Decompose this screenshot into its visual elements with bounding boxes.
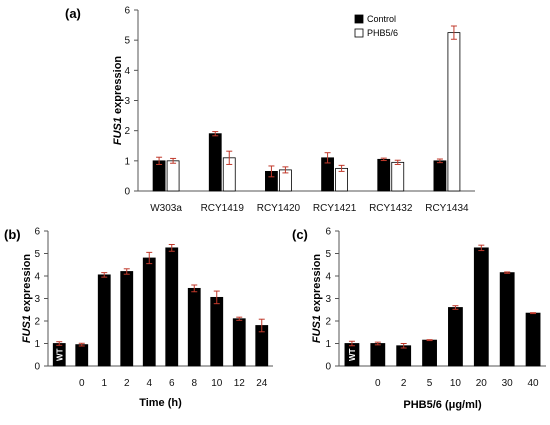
- y-tick-label: 6: [34, 227, 40, 238]
- y-tick-label: 4: [325, 272, 331, 283]
- y-axis-label: FUS1 expression: [112, 56, 124, 146]
- y-axis-label-text: expression: [21, 254, 33, 315]
- bar: [499, 272, 515, 367]
- y-tick-label: 0: [124, 187, 130, 198]
- y-tick-label: 2: [325, 317, 331, 328]
- bar-control: [152, 160, 166, 192]
- bar: [165, 247, 179, 367]
- bar: [370, 343, 386, 367]
- y-tick-label: 2: [124, 126, 130, 137]
- x-tick-label: RCY1432: [369, 203, 413, 214]
- bar-phb5-6: [166, 160, 180, 192]
- x-tick-label: RCY1420: [257, 203, 301, 214]
- x-tick-label: 10: [211, 378, 223, 389]
- wt-inbar-label: WT: [348, 348, 357, 361]
- x-tick-label: 30: [502, 378, 514, 389]
- bar: [448, 307, 463, 367]
- y-tick-label: 5: [124, 36, 130, 47]
- bar: [396, 345, 412, 367]
- x-tick-label: 5: [427, 378, 433, 389]
- y-tick-label: 0: [325, 362, 331, 373]
- bar-control: [433, 160, 447, 192]
- x-tick-label: 0: [375, 378, 381, 389]
- x-tick-label: 40: [528, 378, 540, 389]
- bar: [210, 296, 224, 367]
- bar-control: [377, 158, 391, 192]
- y-axis-label-text: expression: [311, 254, 323, 315]
- x-tick-label: RCY1421: [313, 203, 357, 214]
- x-axis-label: PHB5/6 (μg/ml): [403, 399, 482, 411]
- x-axis-label: Time (h): [139, 397, 182, 409]
- y-tick-label: 6: [325, 227, 331, 238]
- legend-swatch: [354, 14, 364, 24]
- bar: [525, 312, 541, 367]
- panel-a-chart: (a) 0 1 2 3 4 5 6 FUS1 expression W303a RCY1419 RCY…: [65, 6, 475, 214]
- legend-label: Control: [367, 14, 396, 24]
- x-tick-label: 10: [450, 378, 462, 389]
- y-tick-label: 3: [325, 294, 331, 305]
- x-tick-label: 8: [191, 378, 197, 389]
- x-tick-label: 12: [234, 378, 246, 389]
- bar: [232, 318, 246, 367]
- y-axis-label: FUS1 expression: [21, 254, 33, 344]
- x-tick-label: 6: [169, 378, 175, 389]
- x-tick-label: 4: [146, 378, 152, 389]
- bar: [97, 274, 111, 367]
- x-tick-label: W303a: [150, 203, 182, 214]
- bar: [120, 271, 134, 367]
- panel-c-chart: (c) 0 1 2 3 4 5 6 FUS1 expression WT 0 2 5 10 20 30 40 PH…: [292, 227, 546, 411]
- bar: [473, 247, 489, 367]
- y-tick-label: 1: [325, 339, 331, 350]
- legend-swatch: [354, 28, 364, 38]
- y-tick-label: 5: [34, 249, 40, 260]
- bar: [142, 257, 156, 367]
- x-tick-label: 20: [476, 378, 488, 389]
- bar-control: [208, 133, 222, 192]
- y-tick-label: 3: [124, 96, 130, 107]
- panel-label: (b): [4, 227, 21, 242]
- y-tick-label: 4: [34, 272, 40, 283]
- bar: [75, 344, 89, 367]
- panel-label: (a): [65, 6, 81, 21]
- x-tick-label: 1: [101, 378, 107, 389]
- wt-inbar-label: WT: [55, 348, 64, 361]
- y-axis-label-gene: FUS1: [21, 315, 33, 343]
- y-tick-label: 0: [34, 362, 40, 373]
- bar-phb5-6: [447, 32, 461, 192]
- y-tick-label: 2: [34, 317, 40, 328]
- x-tick-label: 24: [256, 378, 268, 389]
- y-tick-label: 4: [124, 66, 130, 77]
- panel-label: (c): [292, 227, 308, 242]
- x-tick-label: 2: [401, 378, 407, 389]
- y-axis-label: FUS1 expression: [311, 254, 323, 344]
- bar-phb5-6: [391, 161, 405, 192]
- bar: [187, 287, 201, 367]
- y-tick-label: 1: [34, 339, 40, 350]
- x-tick-label: 0: [79, 378, 85, 389]
- y-axis-label-gene: FUS1: [112, 117, 124, 145]
- y-tick-label: 3: [34, 294, 40, 305]
- x-tick-label: RCY1434: [425, 203, 469, 214]
- y-axis-label-text: expression: [112, 56, 124, 117]
- legend-label: PHB5/6: [367, 28, 398, 38]
- y-tick-label: 1: [124, 156, 130, 167]
- y-tick-label: 5: [325, 249, 331, 260]
- y-tick-label: 6: [124, 6, 130, 17]
- x-tick-label: 2: [124, 378, 130, 389]
- y-axis-label-gene: FUS1: [311, 315, 323, 343]
- bar: [422, 339, 437, 367]
- x-tick-label: RCY1419: [201, 203, 245, 214]
